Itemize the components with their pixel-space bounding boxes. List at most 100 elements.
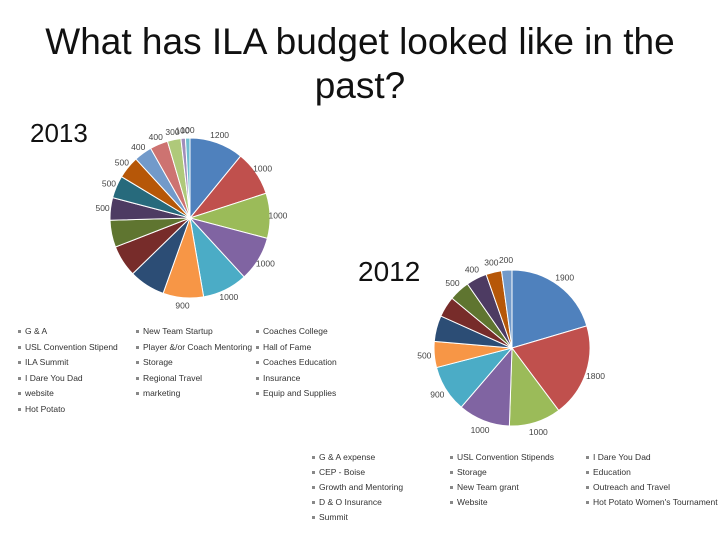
slice-data-label: 1800 xyxy=(586,371,605,381)
legend-bullet-icon xyxy=(312,501,315,505)
legend-item: USL Convention Stipend xyxy=(18,342,118,352)
legend-bullet-icon xyxy=(450,456,453,460)
legend-item: Growth and Mentoring xyxy=(312,482,403,492)
legend-bullet-icon xyxy=(312,516,315,520)
slice-data-label: 1900 xyxy=(555,273,574,283)
legend-label: Insurance xyxy=(263,372,301,383)
slice-data-label: 900 xyxy=(430,390,444,400)
legend-label: Coaches Education xyxy=(263,357,337,367)
page-title: What has ILA budget looked like in the p… xyxy=(45,21,675,106)
legend-item: I Dare You Dad xyxy=(18,373,83,383)
legend-item: Insurance xyxy=(256,373,300,383)
slice-data-label: 500 xyxy=(102,179,116,189)
legend-item: Website xyxy=(450,497,488,507)
slice-data-label: 900 xyxy=(175,301,189,311)
legend-bullet-icon xyxy=(256,376,259,380)
legend-item: G & A expense xyxy=(312,452,375,462)
legend-label: I Dare You Dad xyxy=(25,372,83,383)
legend-2012: G & A expense USL Convention Stipends I Da… xyxy=(312,452,720,532)
pie-slice xyxy=(511,325,591,412)
slice-data-label: 500 xyxy=(95,203,109,213)
legend-item: Coaches Education xyxy=(256,357,337,367)
legend-label: New Team Startup xyxy=(143,326,213,336)
legend-item: Coaches College xyxy=(256,326,328,336)
legend-2013: G & A New Team Startup Coaches College USL … xyxy=(18,326,358,416)
legend-label: D & O Insurance xyxy=(319,497,382,507)
legend-label: New Team grant xyxy=(457,482,519,492)
year-2012-label: 2012 xyxy=(358,256,421,287)
slice-data-label: 100 xyxy=(175,125,189,135)
legend-item: marketing xyxy=(136,388,180,398)
slice-data-label: 300 xyxy=(484,257,498,267)
legend-bullet-icon xyxy=(18,361,21,365)
legend-item: Hot Potato xyxy=(18,404,65,414)
slice-data-label: 400 xyxy=(149,132,163,142)
legend-item: Outreach and Travel xyxy=(586,482,670,492)
legend-bullet-icon xyxy=(312,486,315,490)
legend-item: CEP - Boise xyxy=(312,467,365,477)
legend-bullet-icon xyxy=(18,407,21,411)
legend-item: Player &/or Coach Mentoring xyxy=(136,342,252,352)
legend-label: Education xyxy=(593,467,631,477)
legend-label: Growth and Mentoring xyxy=(319,482,404,492)
pie-slice xyxy=(511,269,588,349)
legend-bullet-icon xyxy=(18,330,21,334)
legend-label: G & A expense xyxy=(319,452,376,462)
legend-label: Equip and Supplies xyxy=(263,388,337,398)
legend-bullet-icon xyxy=(450,486,453,490)
legend-label: Website xyxy=(457,497,488,507)
legend-item: Hall of Fame xyxy=(256,342,311,352)
legend-item: website xyxy=(18,388,54,398)
legend-label: Summit xyxy=(319,512,348,522)
legend-label: Storage xyxy=(457,467,487,477)
legend-label: Hot Potato Women's Tournament xyxy=(593,497,718,507)
legend-bullet-icon xyxy=(586,471,589,475)
legend-bullet-icon xyxy=(136,376,139,380)
legend-item: Storage xyxy=(136,357,173,367)
legend-item: USL Convention Stipends xyxy=(450,452,554,462)
slice-data-label: 1000 xyxy=(256,258,275,268)
slice-data-label: 1000 xyxy=(219,292,238,302)
legend-label: marketing xyxy=(143,388,181,398)
legend-label: Outreach and Travel xyxy=(593,482,671,492)
legend-label: website xyxy=(25,388,54,398)
legend-bullet-icon xyxy=(586,486,589,490)
legend-item: ILA Summit xyxy=(18,357,68,367)
slice-data-label: 400 xyxy=(465,265,479,275)
slice-data-label: 1000 xyxy=(471,425,490,435)
legend-label: USL Convention Stipends xyxy=(457,452,555,462)
legend-bullet-icon xyxy=(18,376,21,380)
legend-bullet-icon xyxy=(450,471,453,475)
legend-label: Regional Travel xyxy=(143,372,203,383)
legend-item: Education xyxy=(586,467,631,477)
legend-label: Storage xyxy=(143,357,173,367)
legend-bullet-icon xyxy=(256,361,259,365)
legend-label: USL Convention Stipend xyxy=(25,341,118,352)
slice-data-label: 500 xyxy=(445,278,459,288)
legend-item: D & O Insurance xyxy=(312,497,382,507)
legend-item: Regional Travel xyxy=(136,373,202,383)
legend-bullet-icon xyxy=(256,392,259,396)
slice-data-label: 400 xyxy=(131,142,145,152)
legend-label: G & A xyxy=(25,326,48,336)
legend-item: New Team grant xyxy=(450,482,519,492)
legend-bullet-icon xyxy=(136,330,139,334)
legend-bullet-icon xyxy=(586,501,589,505)
legend-item: I Dare You Dad xyxy=(586,452,651,462)
legend-bullet-icon xyxy=(312,471,315,475)
legend-bullet-icon xyxy=(136,345,139,349)
legend-item: New Team Startup xyxy=(136,326,213,336)
legend-item: Hot Potato Women's Tournament xyxy=(586,497,718,507)
slice-data-label: 1000 xyxy=(529,427,548,437)
legend-item: Storage xyxy=(450,467,487,477)
legend-item: Summit xyxy=(312,512,348,522)
slice-data-label: 500 xyxy=(417,350,431,360)
slice-data-label: 1000 xyxy=(269,210,288,220)
legend-label: Hot Potato xyxy=(25,403,66,414)
year-2013-label: 2013 xyxy=(30,118,88,148)
legend-bullet-icon xyxy=(18,345,21,349)
legend-bullet-icon xyxy=(312,456,315,460)
legend-bullet-icon xyxy=(586,456,589,460)
